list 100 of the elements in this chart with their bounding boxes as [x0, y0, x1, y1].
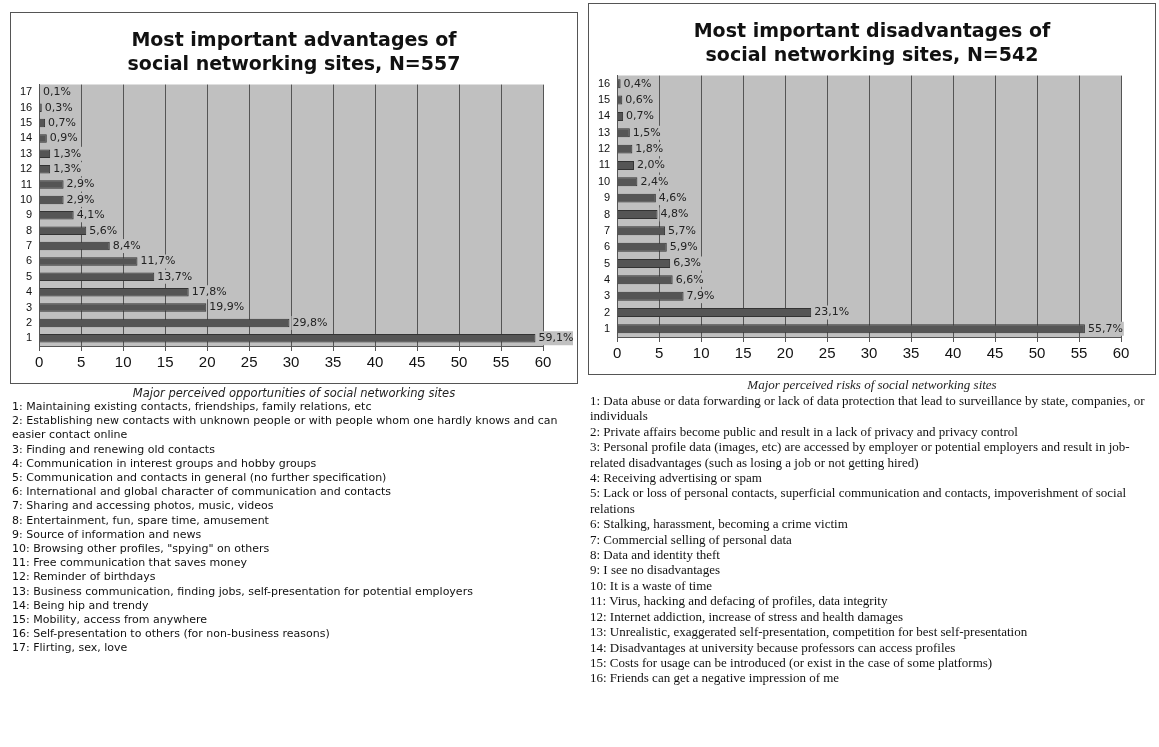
data-label: 0,4%	[623, 76, 652, 90]
x-axis-title: Major perceived risks of social networking sites	[746, 377, 998, 393]
x-tick-label: 60	[534, 353, 552, 371]
x-tick-label: 5	[77, 353, 86, 371]
y-tick-label: 15	[597, 93, 611, 106]
data-label: 1,5%	[632, 125, 661, 139]
data-label: 6,3%	[673, 256, 702, 270]
data-label: 2,4%	[640, 174, 669, 188]
text: 3: Finding and renewing old contacts	[12, 442, 216, 457]
text: 15: Costs for usage can be introduced (or exist in the case of some platforms)	[590, 654, 994, 671]
y-tick-label: 4	[26, 285, 33, 298]
text: 4: Receiving advertising or spam	[590, 470, 763, 486]
x-tick-label: 40	[944, 344, 962, 362]
y-tick-label: 10	[597, 174, 611, 187]
x-tick-label: 45	[408, 353, 426, 371]
data-label: 0,6%	[625, 92, 654, 106]
data-label: 17,8%	[191, 285, 227, 299]
y-tick-label: 11	[20, 177, 33, 190]
y-tick-label: 13	[597, 125, 611, 138]
y-tick-label: 14	[597, 109, 611, 122]
y-tick-label: 10	[19, 192, 33, 205]
y-tick-label: 7	[26, 239, 33, 252]
data-label: 0,7%	[626, 109, 655, 123]
text: 16: Self-presentation to others (for non-business reasons)	[12, 627, 331, 642]
data-label: 2,9%	[66, 177, 95, 191]
x-tick-label: 20	[198, 353, 216, 371]
y-tick-label: 6	[604, 240, 611, 253]
y-tick-label: 1	[604, 321, 611, 334]
text: 13: Unrealistic, exaggerated self-presentation, competition for best self-presentation	[590, 624, 1029, 640]
x-tick-label: 0	[613, 344, 622, 362]
text: 11: Virus, hacking and defacing of profiles, data integrity	[590, 593, 889, 609]
data-label: 1,3%	[53, 162, 82, 176]
data-label: 5,7%	[668, 223, 697, 237]
data-label: 2,0%	[637, 158, 665, 172]
data-label: 1,8%	[635, 141, 664, 155]
data-label: 23,1%	[814, 305, 850, 319]
data-label: 0,7%	[48, 115, 77, 129]
x-tick-label: 50	[450, 353, 468, 371]
x-tick-label: 25	[240, 353, 258, 371]
y-tick-label: 5	[26, 269, 33, 282]
text: 3: Personal profile data (images, etc) are accessed by employer or potential employers and result in job-related disadvantages (such as losing a job or not getting hired)	[590, 439, 1131, 471]
text: 4: Communication in interest groups and hobby groups	[12, 456, 318, 472]
x-tick-label: 0	[35, 353, 44, 371]
text: 7: Commercial selling of personal data	[590, 531, 793, 548]
x-tick-label: 10	[692, 344, 710, 362]
y-tick-label: 2	[26, 315, 33, 328]
data-label: 11,7%	[140, 254, 176, 268]
data-label: 5,9%	[669, 240, 698, 253]
x-tick-label: 35	[324, 353, 342, 371]
x-tick-label: 35	[902, 344, 920, 362]
y-tick-label: 11	[598, 158, 611, 171]
data-label: 0,3%	[44, 100, 73, 114]
x-tick-label: 10	[114, 353, 132, 371]
text: 17: Flirting, sex, love	[12, 641, 129, 656]
y-tick-label: 1	[26, 331, 33, 344]
data-label: 4,8%	[660, 207, 689, 221]
text: 7: Sharing and accessing photos, music, videos	[12, 499, 275, 514]
data-label: 4,1%	[76, 208, 105, 222]
y-tick-label: 15	[19, 116, 33, 129]
text: 8: Entertainment, fun, spare time, amusement	[12, 513, 270, 528]
y-tick-label: 16	[19, 100, 33, 113]
y-tick-label: 13	[19, 146, 33, 159]
text: 9: I see no disadvantages	[590, 562, 721, 578]
y-tick-label: 2	[604, 305, 611, 318]
data-label: 1,3%	[53, 146, 82, 160]
data-label: 59,1%	[538, 331, 574, 345]
text: 14: Disadvantages at university because professors can access profiles	[590, 639, 957, 655]
x-tick-label: 60	[1112, 344, 1130, 362]
data-label: 19,9%	[209, 300, 245, 314]
x-tick-label: 15	[734, 344, 752, 362]
y-tick-label: 16	[597, 76, 611, 89]
y-tick-label: 8	[26, 223, 33, 236]
y-tick-label: 12	[597, 142, 611, 155]
text: 9: Source of information and news	[12, 527, 203, 543]
data-label: 5,6%	[89, 223, 118, 237]
y-tick-label: 9	[604, 191, 611, 204]
text: 16: Friends can get a negative impression of me	[590, 670, 841, 686]
x-axis-title: Major perceived opportunities of social networking sites	[131, 386, 457, 400]
y-tick-label: 5	[604, 256, 611, 269]
text: 5: Lack or loss of personal contacts, superficial communication and contacts, impoverishment of social relations	[590, 485, 1128, 517]
data-label: 6,6%	[675, 272, 704, 286]
y-tick-label: 14	[19, 131, 33, 144]
text: 8: Data and identity theft	[590, 547, 721, 563]
data-label: 0,1%	[43, 85, 72, 99]
x-tick-label: 40	[366, 353, 384, 371]
text: 1: Data abuse or data forwarding or lack of data protection that lead to surveillance by state, companies, or individuals	[590, 393, 1146, 424]
x-tick-label: 25	[818, 344, 836, 362]
y-tick-label: 3	[26, 300, 33, 313]
text: 6: International and global character of communication and contacts	[12, 485, 393, 500]
text: 11: Free communication that saves money	[12, 556, 249, 571]
y-tick-label: 4	[604, 272, 611, 285]
chart-title: Most important advantages of social networking sites, N=557	[126, 27, 462, 75]
x-tick-label: 45	[986, 344, 1004, 362]
y-tick-label: 7	[604, 223, 611, 236]
data-label: 0,9%	[49, 131, 78, 145]
y-tick-label: 12	[19, 162, 33, 175]
x-tick-label: 20	[776, 344, 794, 362]
text: 1: Maintaining existing contacts, friendships, family relations, etc	[12, 400, 373, 415]
data-label: 7,9%	[686, 289, 715, 303]
y-tick-label: 6	[26, 254, 33, 267]
